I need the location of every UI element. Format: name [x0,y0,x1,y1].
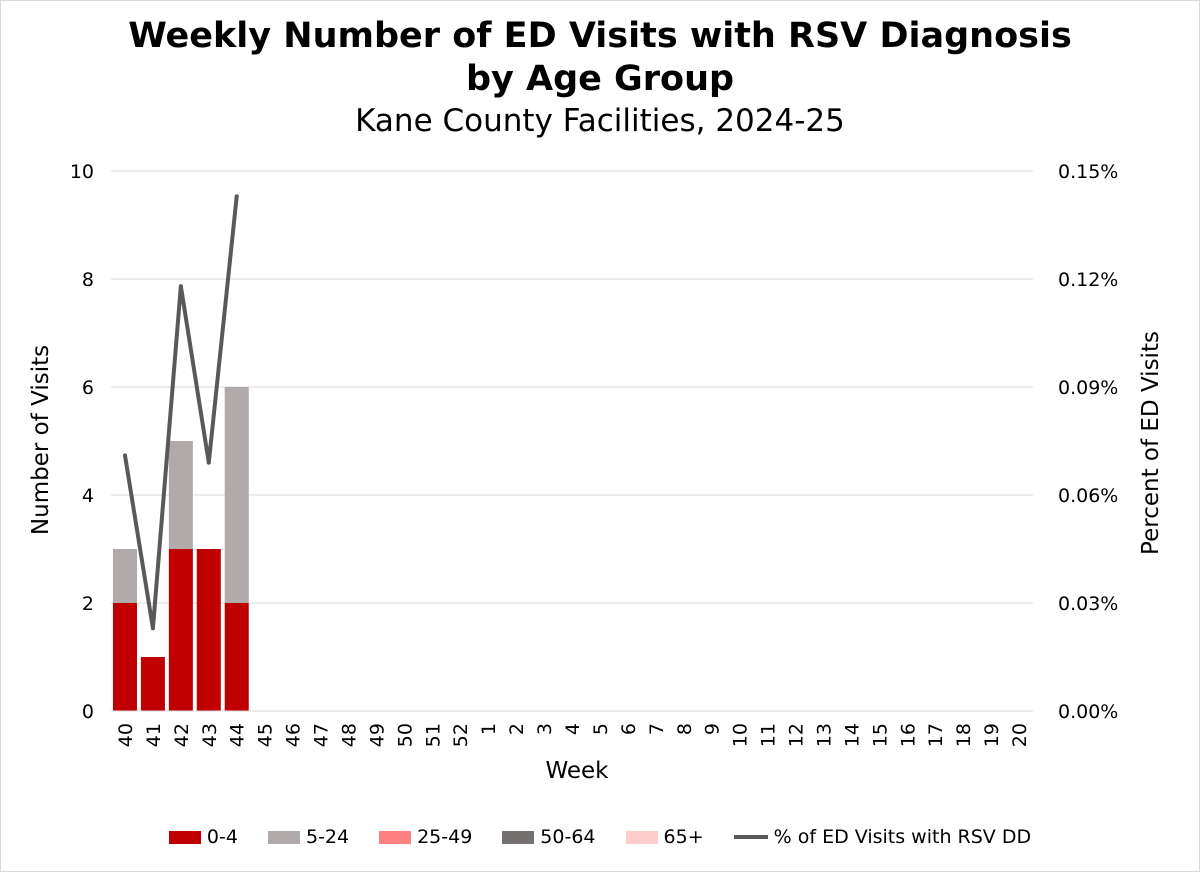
bar-5-24 [168,441,193,549]
y2-tick-label: 0.00% [1058,701,1118,723]
x-tick-label: 7 [646,723,668,735]
legend-item-65-: 65+ [625,826,704,848]
legend-swatch [168,830,201,844]
x-tick-label: 17 [925,723,947,747]
bar-0-4 [112,603,137,711]
x-tick-label: 1 [478,723,500,735]
x-tick-label: 5 [590,723,612,735]
x-tick-label: 49 [366,723,388,747]
x-tick-label: 44 [227,723,249,747]
x-tick-label: 42 [171,723,193,747]
rsv-percent-point [206,460,211,465]
bar-0-4 [196,549,221,711]
x-tick-label: 13 [813,723,835,747]
rsv-percent-point [150,626,155,631]
x-tick-label: 47 [311,723,333,747]
legend-item-0-4: 0-4 [168,826,238,848]
x-tick-label: 11 [758,723,780,747]
legend-swatch [625,830,658,844]
x-axis-label: Week [545,758,609,784]
y-tick-label: 0 [82,701,94,723]
x-tick-label: 40 [115,723,137,747]
chart-title: Weekly Number of ED Visits with RSV Diag… [128,16,1072,56]
y-tick-label: 4 [82,485,94,507]
legend-line-marker [733,835,768,839]
y-axis-label: Number of Visits [28,345,54,535]
chart-title-line2: by Age Group [465,59,735,99]
legend-item-25-49: 25-49 [379,826,472,848]
x-tick-label: 8 [674,723,696,735]
x-tick-label: 52 [450,723,472,747]
y2-tick-label: 0.12% [1058,269,1118,291]
y2-tick-label: 0.06% [1058,485,1118,507]
x-tick-label: 2 [506,723,528,735]
legend-label: 50-64 [540,826,596,848]
x-tick-label: 48 [338,723,360,747]
legend-label: 0-4 [206,826,238,848]
bar-0-4 [224,603,249,711]
legend-item-rsv-percent: % of ED Visits with RSV DD [733,826,1032,848]
bar-5-24 [112,549,137,603]
x-tick-label: 6 [618,723,640,735]
y-tick-label: 6 [82,377,94,399]
x-tick-label: 45 [255,723,277,747]
bar-0-4 [140,657,165,711]
legend-item-5-24: 5-24 [267,826,350,848]
y2-tick-label: 0.15% [1058,161,1118,183]
rsv-percent-point [178,284,183,289]
rsv-percent-point [122,453,127,458]
y-tick-label: 10 [70,161,94,183]
x-tick-label: 20 [1009,723,1031,747]
y-tick-label: 8 [82,269,94,291]
x-tick-label: 12 [786,723,808,747]
rsv-percent-point [234,194,239,199]
chart-legend: 0-4 5-24 25-49 50-64 65+ % of ED Visits with … [0,826,1200,848]
legend-swatch [267,830,300,844]
x-tick-label: 19 [981,723,1003,747]
x-tick-label: 4 [562,723,584,735]
legend-swatch [502,830,535,844]
x-tick-label: 10 [730,723,752,747]
x-tick-label: 16 [897,723,919,747]
legend-label: 25-49 [417,826,473,848]
y2-axis-label: Percent of ED Visits [1138,331,1164,555]
y2-tick-label: 0.03% [1058,593,1118,615]
chart-subtitle: Kane County Facilities, 2024-25 [355,103,845,139]
x-tick-label: 15 [869,723,891,747]
x-tick-label: 3 [534,723,556,735]
x-tick-label: 9 [702,723,724,735]
bar-0-4 [168,549,193,711]
y-tick-label: 2 [82,593,94,615]
x-tick-label: 41 [143,723,165,747]
legend-label: 65+ [663,826,704,848]
x-tick-label: 50 [394,723,416,747]
x-tick-label: 18 [953,723,975,747]
x-tick-label: 43 [199,723,221,747]
bar-5-24 [224,387,249,603]
legend-swatch [379,830,412,844]
x-tick-label: 51 [422,723,444,747]
legend-label: 5-24 [305,826,350,848]
legend-item-50-64: 50-64 [502,826,596,848]
x-tick-label: 14 [841,723,863,747]
legend-label: % of ED Visits with RSV DD [773,826,1032,848]
y2-tick-label: 0.09% [1058,377,1118,399]
x-tick-label: 46 [283,723,305,747]
